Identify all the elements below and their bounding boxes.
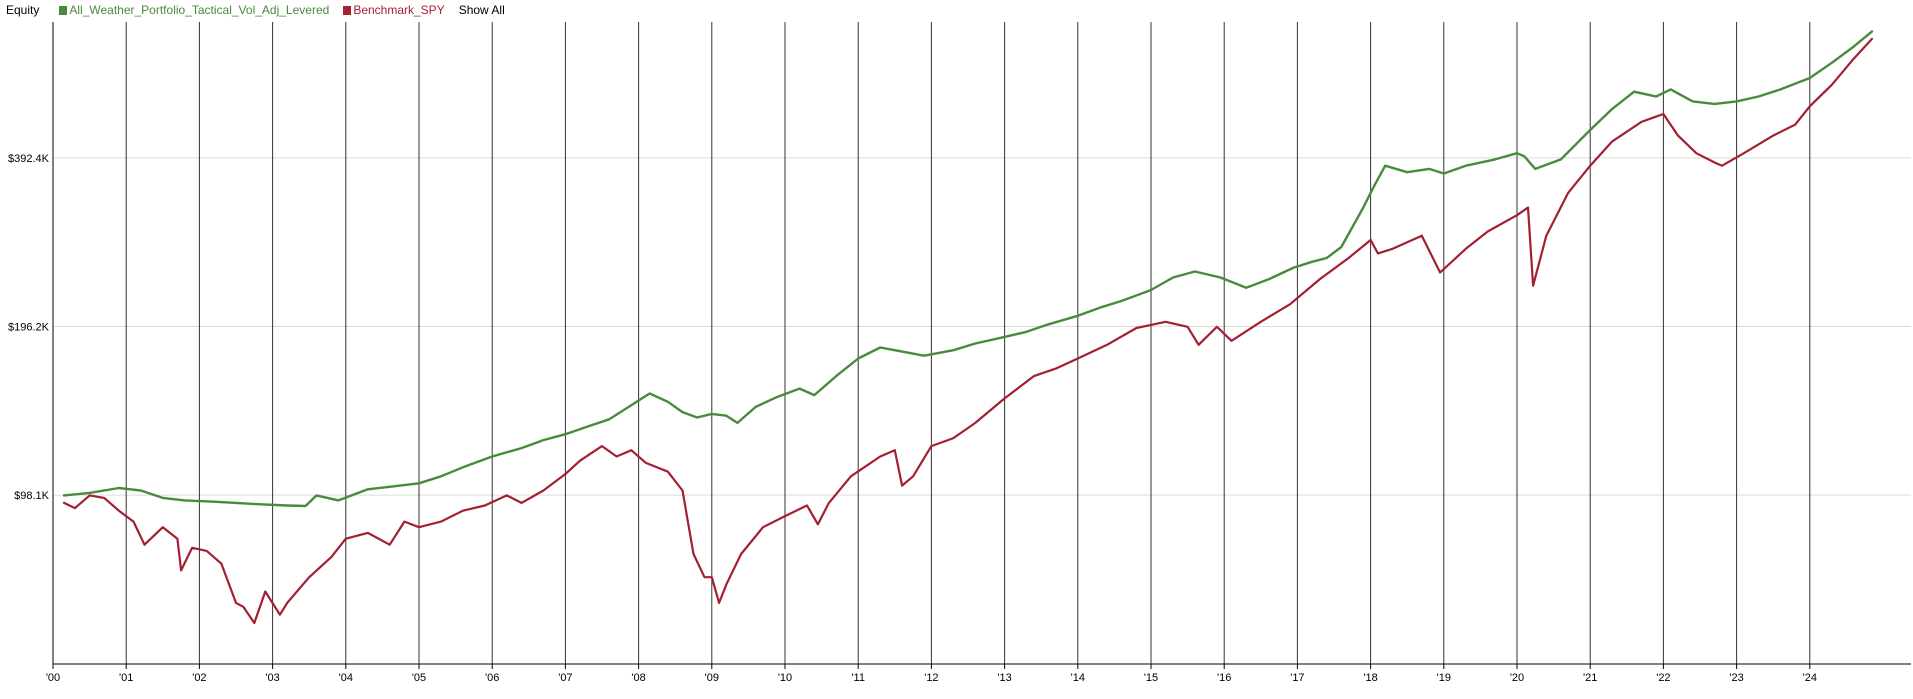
y-tick-label-0: $98.1K xyxy=(14,490,50,502)
x-tick-label-20: '20 xyxy=(1510,672,1524,684)
x-tick-label-16: '16 xyxy=(1217,672,1231,684)
legend-label-all-weather: All_Weather_Portfolio_Tactical_Vol_Adj_L… xyxy=(69,3,330,17)
x-tick-label-4: '04 xyxy=(339,672,353,684)
x-tick-label-12: '12 xyxy=(924,672,938,684)
legend-item-benchmark-spy[interactable]: Benchmark_SPY xyxy=(343,3,445,17)
chart-legend: Equity All_Weather_Portfolio_Tactical_Vo… xyxy=(6,2,505,18)
x-tick-label-9: '09 xyxy=(705,672,719,684)
x-tick-label-0: '00 xyxy=(46,672,60,684)
x-tick-label-21: '21 xyxy=(1583,672,1597,684)
x-tick-label-14: '14 xyxy=(1071,672,1085,684)
x-tick-label-1: '01 xyxy=(119,672,133,684)
x-tick-label-19: '19 xyxy=(1437,672,1451,684)
show-all-button[interactable]: Show All xyxy=(458,3,505,17)
x-tick-label-11: '11 xyxy=(851,672,865,684)
y-tick-label-1: $196.2K xyxy=(8,322,50,334)
legend-swatch-benchmark-spy xyxy=(343,5,352,15)
x-tick-label-10: '10 xyxy=(778,672,792,684)
x-tick-label-2: '02 xyxy=(192,672,206,684)
x-tick-label-13: '13 xyxy=(997,672,1011,684)
x-tick-label-22: '22 xyxy=(1656,672,1670,684)
series-line-all-weather xyxy=(62,30,1874,508)
series-line-benchmark-spy xyxy=(62,37,1874,625)
x-tick-label-23: '23 xyxy=(1729,672,1743,684)
legend-title: Equity xyxy=(6,3,40,17)
x-tick-label-8: '08 xyxy=(631,672,645,684)
x-tick-label-6: '06 xyxy=(485,672,499,684)
x-tick-label-7: '07 xyxy=(558,672,572,684)
legend-item-all-weather[interactable]: All_Weather_Portfolio_Tactical_Vol_Adj_L… xyxy=(59,3,329,17)
legend-label-benchmark-spy: Benchmark_SPY xyxy=(353,3,445,17)
x-tick-label-5: '05 xyxy=(412,672,426,684)
x-tick-label-17: '17 xyxy=(1290,672,1304,684)
y-tick-label-2: $392.4K xyxy=(8,153,50,165)
x-tick-label-15: '15 xyxy=(1144,672,1158,684)
legend-swatch-all-weather xyxy=(59,5,68,15)
x-tick-label-24: '24 xyxy=(1803,672,1817,684)
x-tick-label-18: '18 xyxy=(1363,672,1377,684)
x-tick-label-3: '03 xyxy=(265,672,279,684)
